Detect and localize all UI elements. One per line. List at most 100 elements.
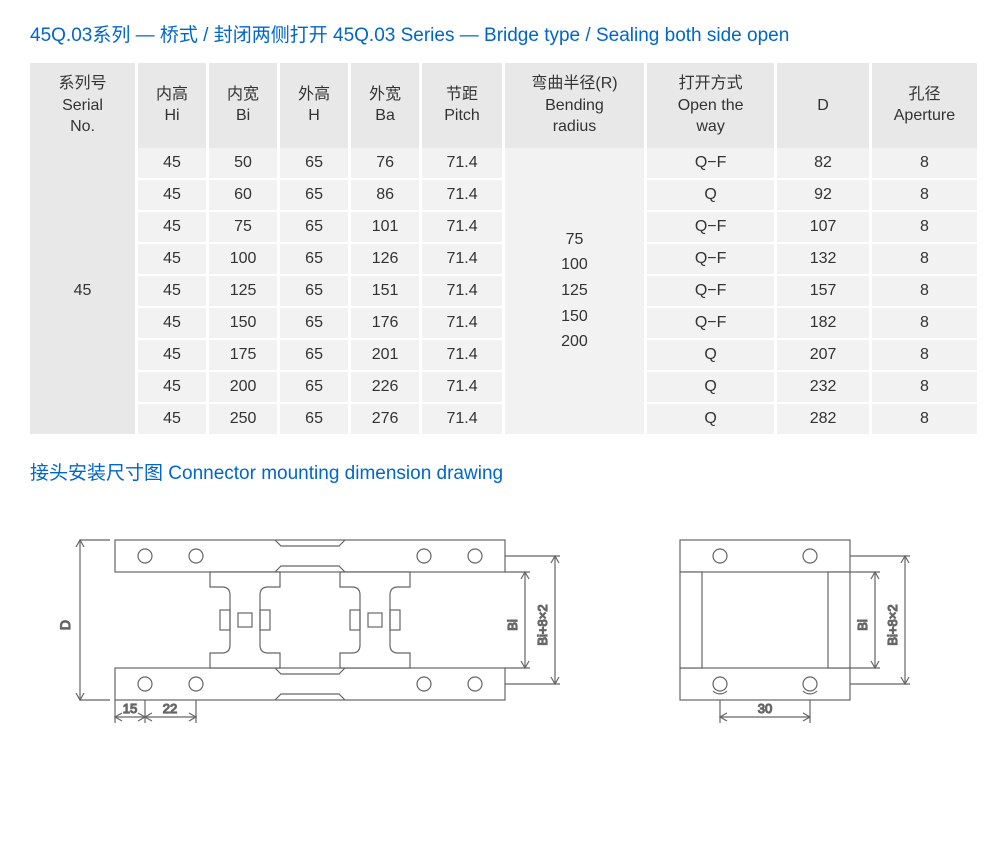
cell-ap: 8 — [870, 211, 977, 243]
col-ba: 外宽Ba — [350, 63, 421, 148]
cell-h: 65 — [279, 243, 350, 275]
cell-d: 207 — [776, 339, 871, 371]
svg-text:22: 22 — [163, 701, 177, 716]
cell-h: 65 — [279, 275, 350, 307]
cell-d: 107 — [776, 211, 871, 243]
cell-ba: 101 — [350, 211, 421, 243]
cell-pitch: 71.4 — [421, 275, 504, 307]
cell-bi: 60 — [208, 179, 279, 211]
spec-table: 系列号SerialNo. 内高Hi 内宽Bi 外高H 外宽Ba 节距Pitch … — [30, 63, 977, 436]
cell-ap: 8 — [870, 243, 977, 275]
drawing-left: D — [50, 505, 590, 725]
cell-d: 132 — [776, 243, 871, 275]
cell-h: 65 — [279, 371, 350, 403]
drawings-container: D — [30, 505, 977, 725]
cell-hi: 45 — [137, 403, 208, 435]
cell-pitch: 71.4 — [421, 148, 504, 179]
cell-ap: 8 — [870, 275, 977, 307]
page-title: 45Q.03系列 — 桥式 / 封闭两侧打开 45Q.03 Series — B… — [30, 20, 977, 47]
svg-text:Bi: Bi — [855, 619, 870, 631]
cell-pitch: 71.4 — [421, 211, 504, 243]
cell-pitch: 71.4 — [421, 371, 504, 403]
cell-open: Q−F — [646, 148, 776, 179]
col-open: 打开方式Open theway — [646, 63, 776, 148]
svg-text:Bi+8×2: Bi+8×2 — [885, 604, 900, 645]
cell-hi: 45 — [137, 148, 208, 179]
svg-text:D: D — [57, 620, 73, 630]
cell-open: Q−F — [646, 275, 776, 307]
cell-d: 82 — [776, 148, 871, 179]
cell-ba: 276 — [350, 403, 421, 435]
col-hi: 内高Hi — [137, 63, 208, 148]
cell-open: Q — [646, 339, 776, 371]
cell-d: 92 — [776, 179, 871, 211]
svg-text:Bi+8×2: Bi+8×2 — [535, 604, 550, 645]
cell-bi: 75 — [208, 211, 279, 243]
cell-d: 182 — [776, 307, 871, 339]
col-aperture: 孔径Aperture — [870, 63, 977, 148]
cell-pitch: 71.4 — [421, 307, 504, 339]
cell-open: Q−F — [646, 307, 776, 339]
drawing-right: Bi Bi+8×2 30 — [650, 505, 970, 725]
cell-ba: 176 — [350, 307, 421, 339]
cell-open: Q — [646, 179, 776, 211]
radius-cell: 75100125150200 — [503, 148, 645, 435]
cell-ap: 8 — [870, 403, 977, 435]
col-bi: 内宽Bi — [208, 63, 279, 148]
cell-open: Q — [646, 403, 776, 435]
cell-ba: 201 — [350, 339, 421, 371]
cell-open: Q−F — [646, 211, 776, 243]
cell-bi: 100 — [208, 243, 279, 275]
svg-text:15: 15 — [123, 701, 137, 716]
cell-h: 65 — [279, 307, 350, 339]
cell-ba: 226 — [350, 371, 421, 403]
cell-d: 282 — [776, 403, 871, 435]
cell-pitch: 71.4 — [421, 243, 504, 275]
cell-h: 65 — [279, 403, 350, 435]
cell-ap: 8 — [870, 339, 977, 371]
table-header-row: 系列号SerialNo. 内高Hi 内宽Bi 外高H 外宽Ba 节距Pitch … — [30, 63, 977, 148]
cell-hi: 45 — [137, 371, 208, 403]
svg-text:30: 30 — [758, 701, 772, 716]
table-row: 454550657671.475100125150200Q−F828 — [30, 148, 977, 179]
cell-d: 232 — [776, 371, 871, 403]
cell-bi: 200 — [208, 371, 279, 403]
cell-ba: 151 — [350, 275, 421, 307]
col-d: D — [776, 63, 871, 148]
cell-pitch: 71.4 — [421, 339, 504, 371]
cell-pitch: 71.4 — [421, 403, 504, 435]
serial-cell: 45 — [30, 148, 137, 435]
cell-ba: 126 — [350, 243, 421, 275]
col-serial: 系列号SerialNo. — [30, 63, 137, 148]
cell-bi: 175 — [208, 339, 279, 371]
cell-hi: 45 — [137, 243, 208, 275]
cell-pitch: 71.4 — [421, 179, 504, 211]
col-pitch: 节距Pitch — [421, 63, 504, 148]
cell-ap: 8 — [870, 179, 977, 211]
cell-open: Q−F — [646, 243, 776, 275]
cell-ba: 86 — [350, 179, 421, 211]
cell-d: 157 — [776, 275, 871, 307]
cell-bi: 150 — [208, 307, 279, 339]
cell-hi: 45 — [137, 179, 208, 211]
cell-ap: 8 — [870, 371, 977, 403]
cell-hi: 45 — [137, 211, 208, 243]
cell-open: Q — [646, 371, 776, 403]
col-h: 外高H — [279, 63, 350, 148]
svg-text:Bi: Bi — [505, 619, 520, 631]
cell-ba: 76 — [350, 148, 421, 179]
cell-bi: 50 — [208, 148, 279, 179]
cell-bi: 250 — [208, 403, 279, 435]
cell-ap: 8 — [870, 307, 977, 339]
cell-h: 65 — [279, 339, 350, 371]
col-radius: 弯曲半径(R)Bendingradius — [503, 63, 645, 148]
cell-hi: 45 — [137, 339, 208, 371]
cell-hi: 45 — [137, 307, 208, 339]
cell-bi: 125 — [208, 275, 279, 307]
section-title: 接头安装尺寸图 Connector mounting dimension dra… — [30, 458, 977, 485]
cell-ap: 8 — [870, 148, 977, 179]
cell-h: 65 — [279, 179, 350, 211]
cell-h: 65 — [279, 148, 350, 179]
cell-h: 65 — [279, 211, 350, 243]
cell-hi: 45 — [137, 275, 208, 307]
